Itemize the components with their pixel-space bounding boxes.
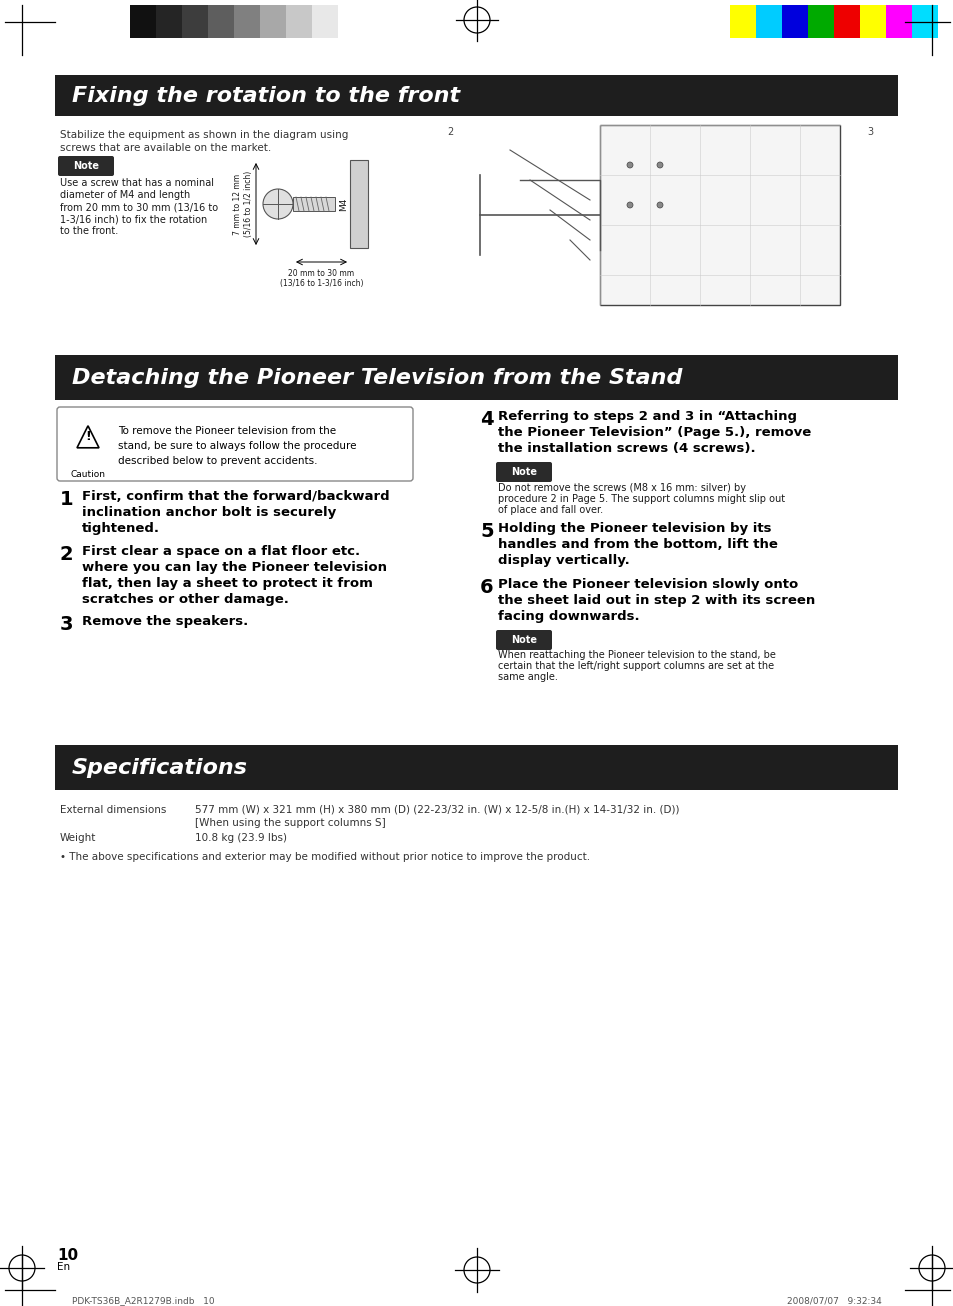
Bar — [130, 5, 156, 38]
Text: facing downwards.: facing downwards. — [497, 610, 639, 623]
Text: 2: 2 — [60, 545, 73, 564]
Text: 2: 2 — [446, 127, 453, 137]
FancyBboxPatch shape — [57, 407, 413, 481]
Text: Use a screw that has a nominal: Use a screw that has a nominal — [60, 178, 213, 188]
Text: stand, be sure to always follow the procedure: stand, be sure to always follow the proc… — [118, 441, 356, 451]
Text: the sheet laid out in step 2 with its screen: the sheet laid out in step 2 with its sc… — [497, 594, 815, 607]
Text: Stabilize the equipment as shown in the diagram using: Stabilize the equipment as shown in the … — [60, 131, 348, 140]
FancyBboxPatch shape — [496, 629, 552, 650]
Text: Fixing the rotation to the front: Fixing the rotation to the front — [71, 85, 459, 106]
Bar — [286, 5, 312, 38]
Text: Weight: Weight — [60, 833, 96, 842]
Text: screws that are available on the market.: screws that are available on the market. — [60, 142, 271, 153]
Text: 7 mm to 12 mm
(5/16 to 1/2 inch): 7 mm to 12 mm (5/16 to 1/2 inch) — [233, 171, 253, 238]
Text: 1-3/16 inch) to fix the rotation: 1-3/16 inch) to fix the rotation — [60, 214, 207, 225]
Text: where you can lay the Pioneer television: where you can lay the Pioneer television — [82, 562, 387, 575]
Bar — [755, 5, 781, 38]
Circle shape — [263, 189, 293, 219]
Text: 5: 5 — [479, 522, 493, 541]
Text: 2008/07/07   9:32:34: 2008/07/07 9:32:34 — [786, 1296, 882, 1305]
Text: PDK-TS36B_A2R1279B.indb   10: PDK-TS36B_A2R1279B.indb 10 — [71, 1296, 214, 1305]
Text: Note: Note — [511, 468, 537, 477]
Text: First clear a space on a flat floor etc.: First clear a space on a flat floor etc. — [82, 545, 359, 558]
Text: • The above specifications and exterior may be modified without prior notice to : • The above specifications and exterior … — [60, 852, 590, 862]
Text: procedure 2 in Page 5. The support columns might slip out: procedure 2 in Page 5. The support colum… — [497, 494, 784, 504]
Text: same angle.: same angle. — [497, 673, 558, 682]
Text: 3: 3 — [866, 127, 872, 137]
Text: 1: 1 — [60, 490, 73, 509]
Text: To remove the Pioneer television from the: To remove the Pioneer television from th… — [118, 426, 335, 436]
Text: Place the Pioneer television slowly onto: Place the Pioneer television slowly onto — [497, 579, 798, 592]
Bar — [350, 161, 368, 248]
Text: 20 mm to 30 mm
(13/16 to 1-3/16 inch): 20 mm to 30 mm (13/16 to 1-3/16 inch) — [279, 269, 363, 289]
Bar — [807, 5, 833, 38]
Text: display vertically.: display vertically. — [497, 554, 629, 567]
Text: Specifications: Specifications — [71, 757, 248, 777]
Text: from 20 mm to 30 mm (13/16 to: from 20 mm to 30 mm (13/16 to — [60, 202, 218, 212]
Circle shape — [626, 162, 633, 168]
Text: of place and fall over.: of place and fall over. — [497, 505, 602, 515]
Text: En: En — [57, 1262, 71, 1272]
Text: When reattaching the Pioneer television to the stand, be: When reattaching the Pioneer television … — [497, 650, 775, 660]
Bar — [182, 5, 208, 38]
Text: the Pioneer Television” (Page 5.), remove: the Pioneer Television” (Page 5.), remov… — [497, 426, 810, 439]
Text: Holding the Pioneer television by its: Holding the Pioneer television by its — [497, 522, 771, 535]
Circle shape — [657, 162, 662, 168]
Bar — [859, 5, 885, 38]
Text: 10.8 kg (23.9 lbs): 10.8 kg (23.9 lbs) — [194, 833, 287, 842]
FancyBboxPatch shape — [58, 155, 113, 176]
Bar — [599, 125, 840, 306]
Bar — [833, 5, 859, 38]
Text: External dimensions: External dimensions — [60, 804, 166, 815]
Text: Referring to steps 2 and 3 in “Attaching: Referring to steps 2 and 3 in “Attaching — [497, 410, 796, 423]
Text: 4: 4 — [479, 410, 493, 428]
Text: flat, then lay a sheet to protect it from: flat, then lay a sheet to protect it fro… — [82, 577, 373, 590]
FancyBboxPatch shape — [496, 462, 552, 482]
Text: Remove the speakers.: Remove the speakers. — [82, 615, 248, 628]
Text: diameter of M4 and length: diameter of M4 and length — [60, 189, 190, 200]
Text: to the front.: to the front. — [60, 226, 118, 236]
Text: 3: 3 — [60, 615, 73, 633]
Text: 6: 6 — [479, 579, 493, 597]
Bar — [55, 74, 897, 116]
Text: tightened.: tightened. — [82, 522, 160, 535]
Bar — [208, 5, 233, 38]
Circle shape — [626, 202, 633, 208]
Text: Do not remove the screws (M8 x 16 mm: silver) by: Do not remove the screws (M8 x 16 mm: si… — [497, 483, 745, 492]
Bar — [55, 355, 897, 400]
Text: Caution: Caution — [71, 470, 106, 479]
Bar — [293, 197, 335, 212]
Text: certain that the left/right support columns are set at the: certain that the left/right support colu… — [497, 661, 773, 671]
Text: First, confirm that the forward/backward: First, confirm that the forward/backward — [82, 490, 389, 503]
Text: described below to prevent accidents.: described below to prevent accidents. — [118, 456, 317, 466]
Bar — [55, 744, 897, 790]
Text: Detaching the Pioneer Television from the Stand: Detaching the Pioneer Television from th… — [71, 367, 681, 388]
Text: [When using the support columns S]: [When using the support columns S] — [194, 818, 385, 828]
Text: the installation screws (4 screws).: the installation screws (4 screws). — [497, 441, 755, 454]
Bar — [729, 5, 755, 38]
Text: 577 mm (W) x 321 mm (H) x 380 mm (D) (22-23/32 in. (W) x 12-5/8 in.(H) x 14-31/3: 577 mm (W) x 321 mm (H) x 380 mm (D) (22… — [194, 804, 679, 815]
Polygon shape — [77, 426, 99, 448]
Text: inclination anchor bolt is securely: inclination anchor bolt is securely — [82, 505, 335, 518]
Bar — [156, 5, 182, 38]
Text: handles and from the bottom, lift the: handles and from the bottom, lift the — [497, 538, 777, 551]
Bar — [911, 5, 937, 38]
Bar — [781, 5, 807, 38]
Text: !: ! — [85, 431, 91, 444]
Bar — [233, 5, 260, 38]
Text: M4: M4 — [338, 197, 348, 210]
Text: scratches or other damage.: scratches or other damage. — [82, 593, 289, 606]
Circle shape — [657, 202, 662, 208]
Bar — [885, 5, 911, 38]
Bar — [312, 5, 337, 38]
Text: Note: Note — [511, 635, 537, 645]
Text: Note: Note — [73, 161, 99, 171]
Bar — [260, 5, 286, 38]
Text: 10: 10 — [57, 1249, 78, 1263]
